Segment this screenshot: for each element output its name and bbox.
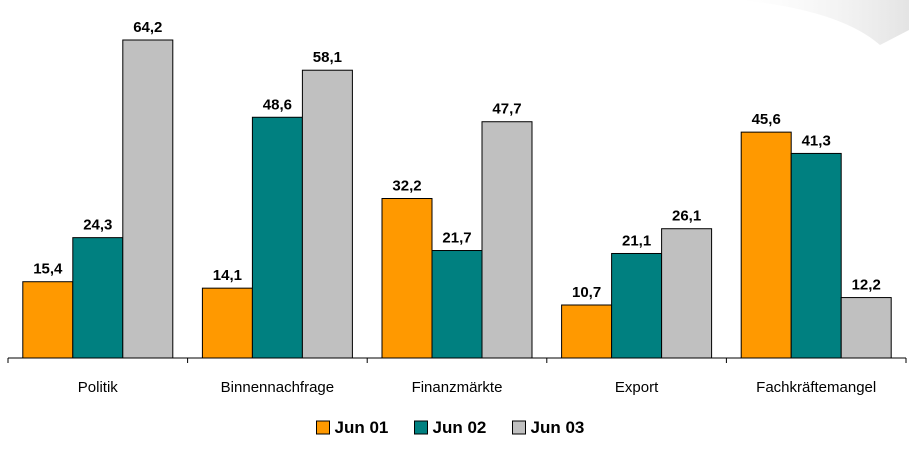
bar-jun-02-fachkräftemangel [790,152,842,359]
bar-jun-03-binnennachfrage [301,69,353,359]
data-label: 12,2 [852,277,881,294]
decorative-swoosh [740,0,909,45]
legend-swatch [316,420,330,435]
legend-swatch [414,420,428,435]
data-label: 21,1 [622,232,651,249]
bars-layer [22,39,892,359]
data-label: 21,7 [442,230,471,247]
data-label: 14,1 [213,267,242,284]
category-label: Binnennachfrage [221,379,334,396]
bar-jun-03-export [661,228,713,359]
data-label: 10,7 [572,284,601,301]
bar-jun-03-finanzmärkte [481,121,533,359]
data-label: 41,3 [802,132,831,149]
legend: Jun 01 Jun 02 Jun 03 [316,418,585,437]
bar-jun-01-fachkräftemangel [740,131,792,359]
bar-jun-02-export [611,252,663,359]
bar-jun-01-binnennachfrage [201,287,253,359]
legend-swatch [512,420,526,435]
category-label: Finanzmärkte [412,379,503,396]
legend-label: Jun 02 [433,418,487,437]
data-label: 48,6 [263,96,292,113]
data-label: 15,4 [33,261,63,278]
data-label: 45,6 [752,111,781,128]
data-label: 47,7 [492,101,521,118]
value-labels-layer: 15,4 24,3 64,2 14,1 48,6 58,1 32,2 21,7 47,7 10,7… [33,19,881,301]
data-label: 24,3 [83,217,112,234]
data-label: 58,1 [313,49,342,66]
category-label: Fachkräftemangel [756,379,876,396]
category-labels: Politik Binnennachfrage Finanzmärkte Export… [78,379,876,396]
bar-jun-02-politik [72,237,124,359]
bar-jun-02-binnennachfrage [251,116,303,359]
bar-jun-01-politik [22,281,74,359]
bar-jun-02-finanzmärkte [431,250,483,359]
data-label: 32,2 [392,178,421,195]
bar-jun-01-export [561,304,613,359]
legend-label: Jun 01 [335,418,389,437]
data-label: 26,1 [672,208,701,225]
bar-jun-03-politik [122,39,174,359]
bar-jun-03-fachkräftemangel [840,297,892,359]
legend-label: Jun 03 [531,418,585,437]
x-axis-ticks [7,358,907,363]
bar-jun-01-finanzmärkte [381,198,433,359]
data-label: 64,2 [133,19,162,36]
category-label: Politik [78,379,119,396]
category-label: Export [615,379,659,396]
